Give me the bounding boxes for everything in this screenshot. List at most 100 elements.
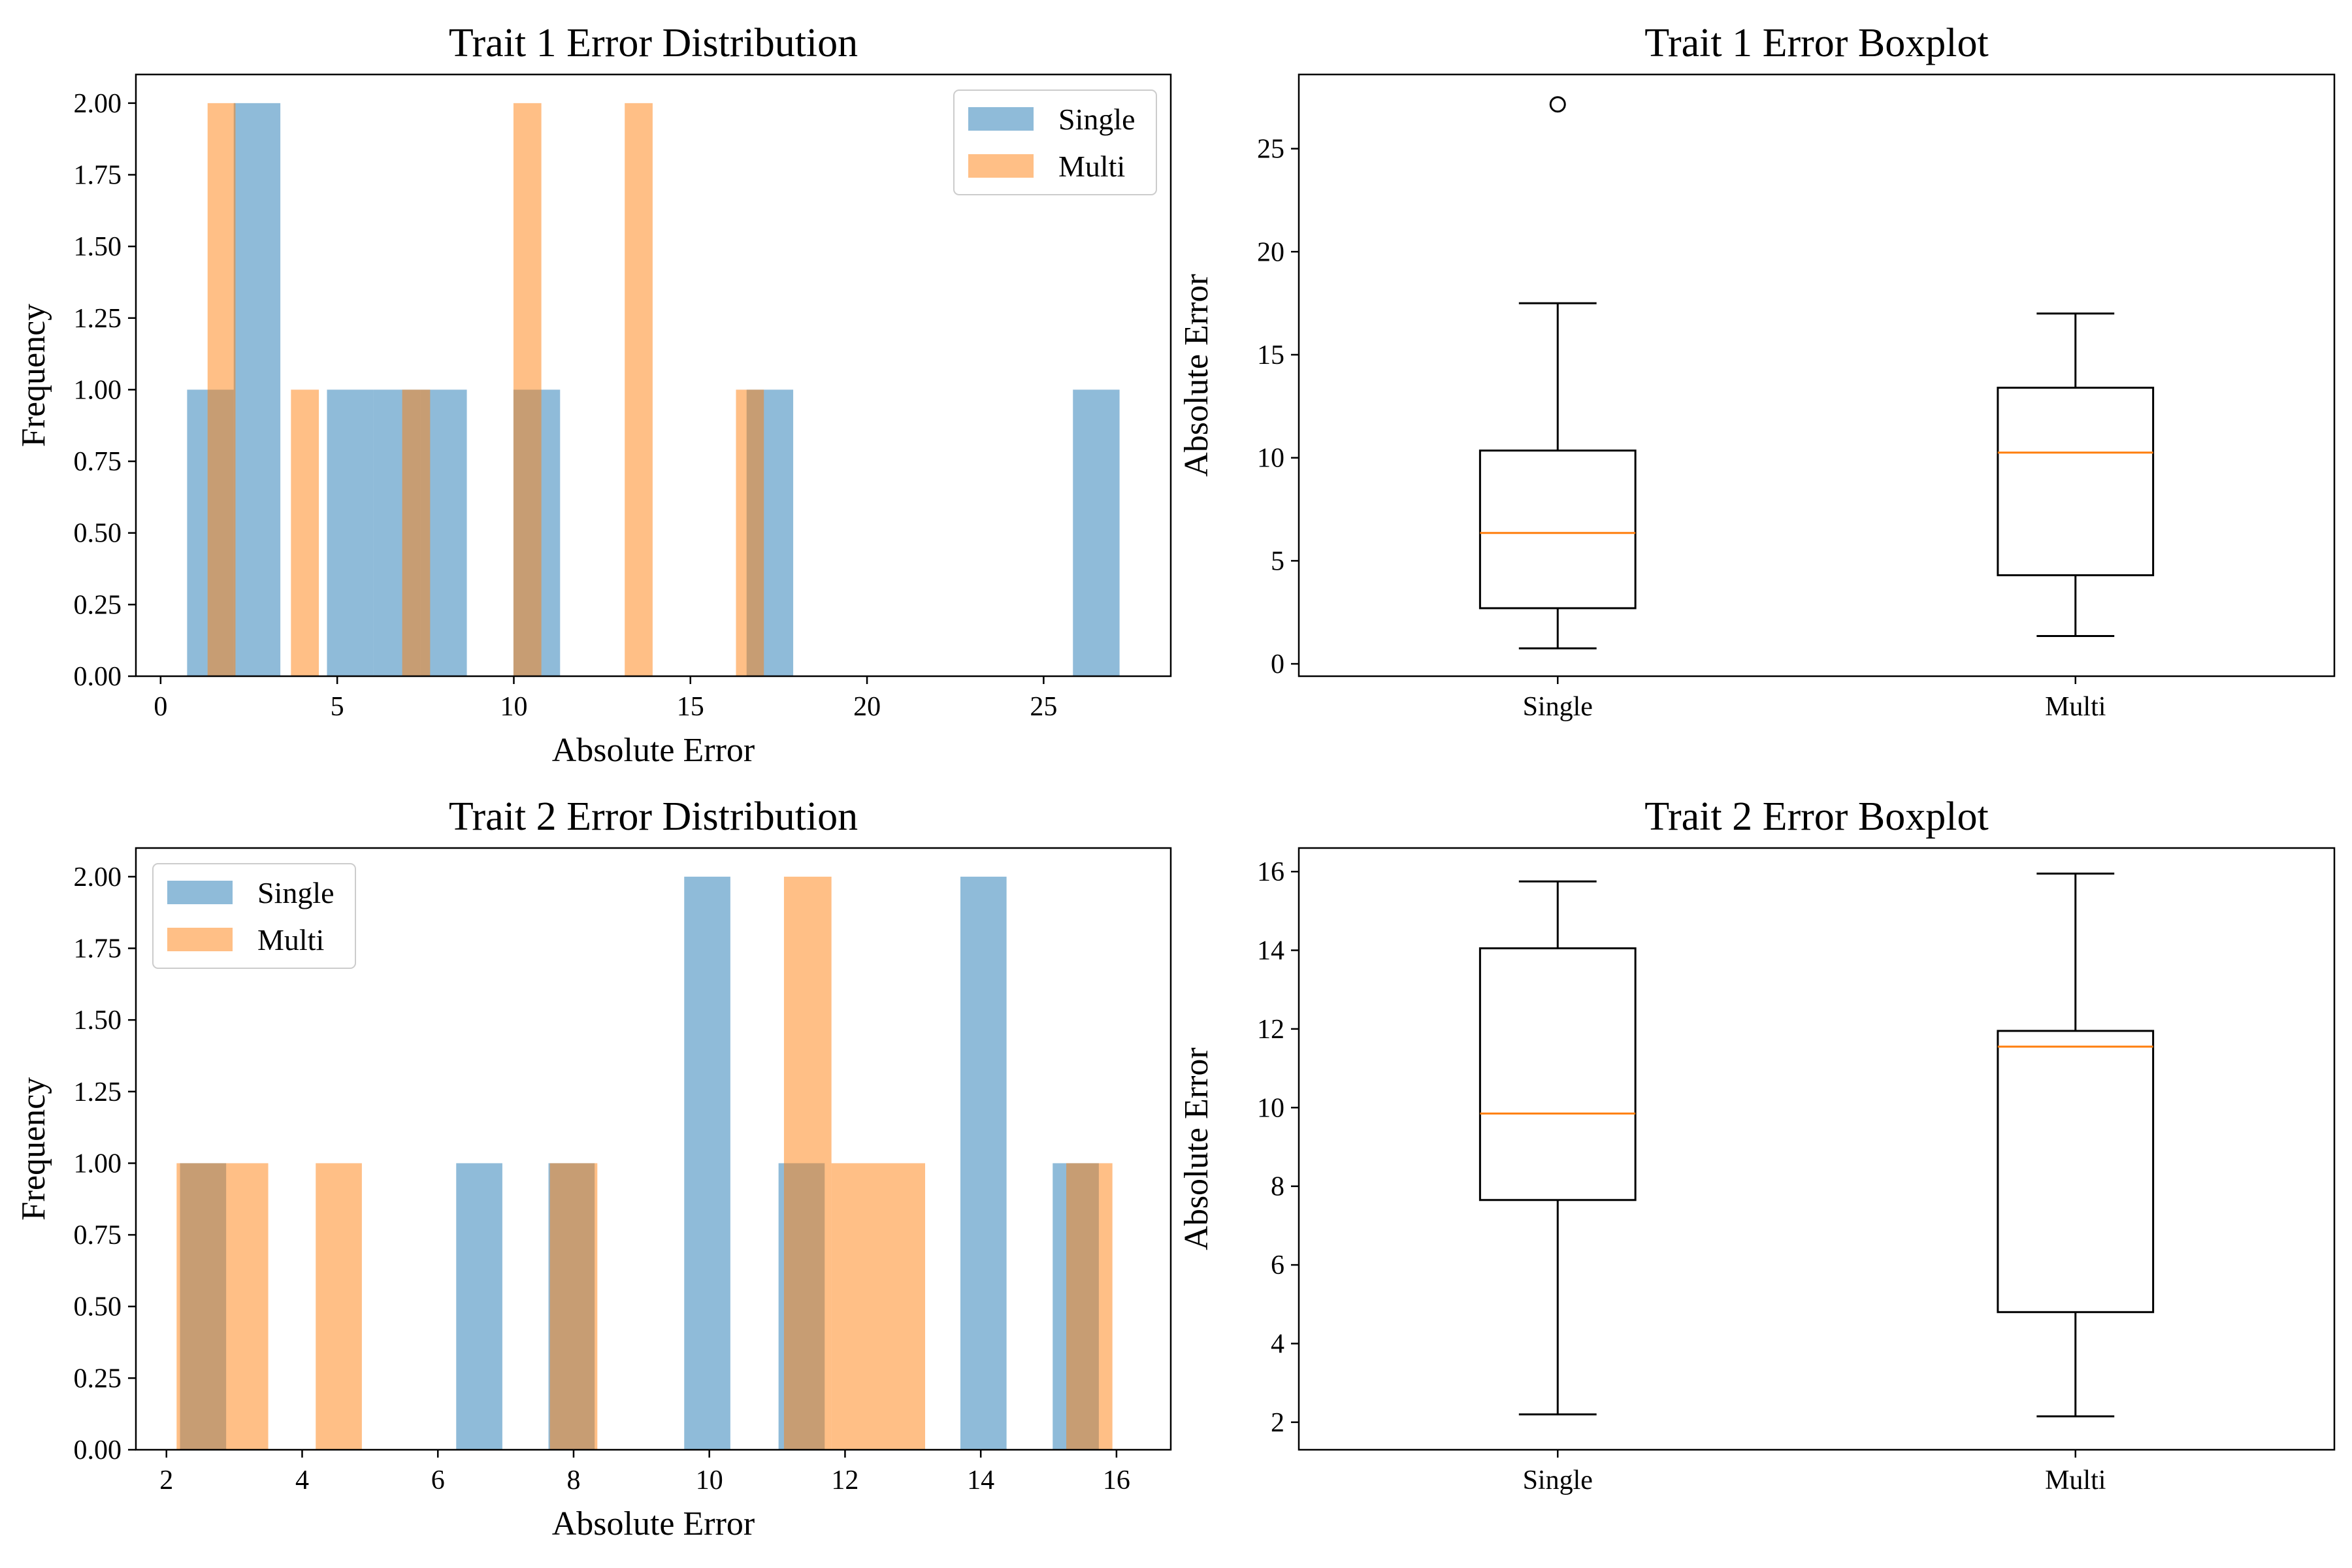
histogram-panel-1: Trait 1 Error Distribution Frequency 0.00 0… [15,21,1172,769]
box-multi [1997,872,2155,1418]
chart-title: Trait 1 Error Boxplot [1644,21,1988,65]
y-tick-label: 0.50 [74,1292,122,1322]
chart-title: Trait 2 Error Boxplot [1644,794,1988,839]
chart-title: Trait 1 Error Distribution [449,21,858,65]
x-tick-label: Single [1523,1465,1593,1495]
histogram-bar [736,389,764,676]
histogram-bar [684,876,730,1450]
iqr-box [1478,947,1637,1201]
y-tick-label: 20 [1257,237,1284,267]
histogram-bar [831,1163,925,1450]
series-multi [176,876,1113,1450]
y-tick-label: 1.50 [74,232,122,262]
y-tick-label: 5 [1271,546,1284,576]
y-tick-label: 1.00 [74,375,122,405]
histogram-bar [327,389,374,676]
y-tick-label: 25 [1257,135,1284,165]
plot-frame [1298,73,2336,678]
legend-swatch-multi [167,928,233,951]
legend: Single Multi [152,863,356,969]
legend-swatch-single [968,107,1034,131]
x-tick-label: 10 [696,1465,723,1495]
legend-label-multi: Multi [1058,150,1125,183]
histogram-bar [207,103,236,676]
histogram-bar [783,876,832,1450]
y-tick-label: 2.00 [74,89,122,119]
legend-swatch-single [167,881,233,904]
histogram-bar [316,1163,362,1450]
y-tick-label: 15 [1257,340,1284,370]
y-tick-label: 0.25 [74,590,122,620]
x-tick-label: 14 [967,1465,994,1495]
histogram-bar [456,1163,502,1450]
x-tick-label: Multi [2045,1465,2106,1495]
y-tick-label: 1.00 [74,1149,122,1179]
y-tick-label: 0.75 [74,1220,122,1250]
y-axis-label: Frequency [15,1077,52,1220]
y-tick-label: 10 [1257,444,1284,474]
y-tick-label: 1.75 [74,161,122,191]
y-tick-label: 0.00 [74,1435,122,1465]
y-tick-label: 0.00 [74,662,122,692]
x-tick-label: 5 [331,692,344,722]
histogram-bar [1073,389,1120,676]
histogram-bar [176,1163,269,1450]
y-tick-label: 2 [1271,1408,1284,1438]
legend-label-single: Single [1058,103,1135,136]
x-tick-label: 2 [159,1465,173,1495]
y-tick-label: 6 [1271,1250,1284,1281]
x-tick-label: 20 [853,692,881,722]
y-tick-label: 8 [1271,1172,1284,1202]
series-multi [207,103,764,676]
legend-label-single: Single [257,876,335,909]
x-tick-label: 8 [566,1465,580,1495]
outlier-point [1549,96,1566,113]
legend-swatch-multi [968,154,1034,178]
y-tick-label: 12 [1257,1015,1284,1045]
box-single [1478,96,1637,649]
x-axis-label: Absolute Error [552,1505,755,1543]
plot-frame [135,73,1172,678]
y-tick-label: 0 [1271,649,1284,679]
y-tick-label: 1.75 [74,934,122,964]
plot-frame [1298,847,2336,1451]
y-tick-label: 1.25 [74,304,122,334]
x-tick-label: 6 [431,1465,445,1495]
histogram-bar [625,103,653,676]
x-tick-label: 10 [500,692,527,722]
histogram-bar [960,876,1007,1450]
plot-frame [135,847,1172,1451]
y-tick-label: 16 [1257,857,1284,887]
y-tick-label: 14 [1257,936,1284,966]
y-tick-label: 0.25 [74,1364,122,1394]
x-axis-label: Absolute Error [552,732,755,769]
y-tick-label: 2.00 [74,862,122,892]
chart-title: Trait 2 Error Distribution [449,794,858,839]
y-axis-label: Absolute Error [1178,274,1215,476]
histogram-bar [402,389,431,676]
box-single [1478,880,1637,1416]
x-tick-label: 25 [1030,692,1057,722]
x-tick-label: Single [1523,692,1593,722]
x-tick-label: 4 [295,1465,309,1495]
legend: Single Multi [953,90,1157,195]
histogram-bar [291,389,319,676]
histogram-bar [1066,1163,1113,1450]
y-tick-label: 4 [1271,1329,1284,1359]
boxplot-panel-4: Trait 2 Error Boxplot Absolute Error 2 4 6 8 1… [1178,794,2336,1495]
histogram-bar [549,1163,598,1450]
histogram-bar [513,103,542,676]
legend-label-multi: Multi [257,923,324,956]
y-tick-label: 1.25 [74,1077,122,1107]
boxplot-panel-2: Trait 1 Error Boxplot Absolute Error 0 5 10 1… [1178,21,2336,722]
iqr-box [1997,1030,2155,1313]
y-tick-label: 1.50 [74,1005,122,1036]
iqr-box [1997,386,2155,576]
x-tick-label: Multi [2045,692,2106,722]
x-tick-label: 12 [831,1465,858,1495]
y-tick-label: 0.75 [74,447,122,477]
y-tick-label: 10 [1257,1093,1284,1123]
iqr-box [1478,449,1637,610]
x-tick-label: 16 [1103,1465,1130,1495]
